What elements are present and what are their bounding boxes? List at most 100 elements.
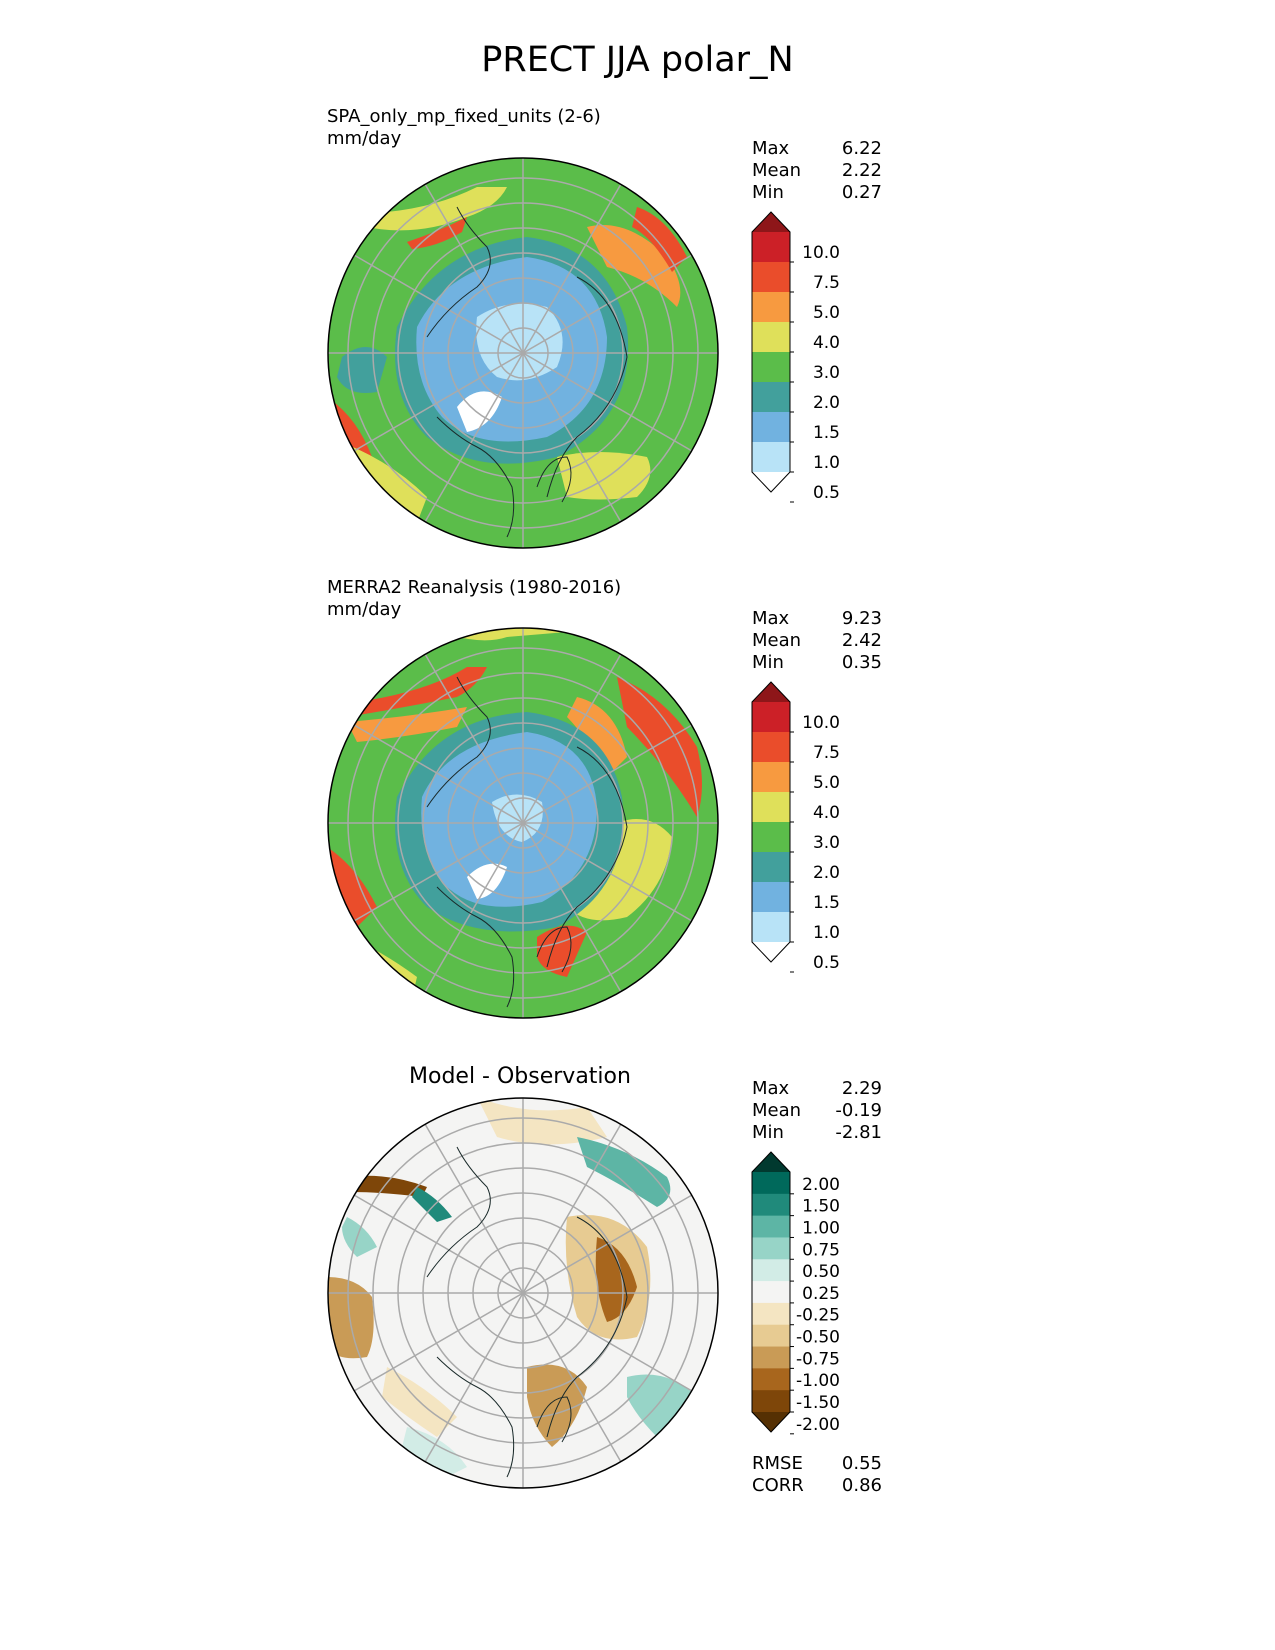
colorbar-tick-label: 1.00 <box>802 1218 840 1238</box>
colorbar-tick-label: 0.75 <box>802 1240 840 1260</box>
colorbar-swatch <box>752 1368 790 1391</box>
diff-band <box>402 1427 467 1482</box>
panel-model-case: SPA_only_mp_fixed_units (2-6) <box>327 106 601 127</box>
map-border <box>327 157 719 549</box>
colorbar-tick-label: 1.0 <box>813 453 840 473</box>
colorbar-swatch <box>752 732 790 763</box>
colorbar-swatch <box>752 262 790 293</box>
colorbar-tick-label: 4.0 <box>813 803 840 823</box>
colorbar-cap-bottom <box>752 472 790 492</box>
stat-max: Max 6.22 <box>752 138 882 159</box>
colorbar-tick-label: 0.50 <box>802 1262 840 1282</box>
diff-band <box>412 1187 452 1222</box>
colorbar-tick-label: 0.5 <box>813 953 840 973</box>
colorbar-diff: 2.001.501.000.750.500.25-0.25-0.50-0.75-… <box>751 1151 840 1435</box>
colorbar-tick-label: 1.5 <box>813 893 840 913</box>
panel-obs-title: MERRA2 Reanalysis (1980-2016) mm/day <box>327 577 621 621</box>
stat-min: Min 0.27 <box>752 182 882 203</box>
colorbar-swatch <box>752 1237 790 1260</box>
panel-model-stats: Max 6.22 Mean 2.22 Min 0.27 <box>752 138 882 204</box>
colorbar-swatch <box>752 822 790 853</box>
panel-diff-title: Model - Observation <box>409 1064 631 1089</box>
colorbar-tick-label: -1.00 <box>796 1371 840 1391</box>
colorbar-tick-label: -0.25 <box>796 1306 840 1326</box>
precip-band <box>367 187 507 231</box>
colorbar-swatch <box>752 1302 790 1326</box>
figure-title: PRECT JJA polar_N <box>481 40 794 80</box>
colorbar-swatch <box>752 352 790 383</box>
colorbar-tick-label: 0.5 <box>813 483 840 503</box>
colorbar-swatch <box>752 1390 790 1413</box>
stat-mean: Mean 2.22 <box>752 160 882 181</box>
precip-band <box>347 707 467 742</box>
polar-map-diff <box>327 1097 719 1489</box>
precip-max-band <box>537 925 587 977</box>
colorbar-swatch <box>752 852 790 883</box>
map-border <box>327 1097 719 1489</box>
precip-max-band <box>632 207 687 272</box>
precip-max-band <box>347 667 487 717</box>
colorbar-cap-bottom <box>752 1412 790 1432</box>
colorbar-tick-label: 10.0 <box>802 713 840 733</box>
precip-band <box>567 697 627 777</box>
colorbar-tick-label: 1.0 <box>813 923 840 943</box>
colorbar-swatch <box>752 1281 790 1304</box>
colorbar-swatch <box>752 1215 790 1238</box>
colorbar-tick-label: 0.25 <box>802 1284 840 1304</box>
colorbar-swatch <box>752 1259 790 1282</box>
diff-band <box>527 1364 587 1447</box>
stat-max: Max 2.29 <box>752 1078 882 1099</box>
lat-lon-grid <box>328 158 718 548</box>
coastlines <box>426 676 628 1008</box>
diff-band <box>342 1217 377 1257</box>
colorbar-cap-top <box>752 1152 790 1172</box>
colorbar-cap-top <box>752 212 790 232</box>
polar-map-model <box>327 157 719 549</box>
colorbar-swatch <box>752 442 790 473</box>
stat-min: Min 0.35 <box>752 652 882 673</box>
colorbar-swatch <box>752 232 790 263</box>
colorbar-tick-label: 5.0 <box>813 303 840 323</box>
diff-band <box>577 1137 671 1207</box>
colorbar-tick-label: 2.00 <box>802 1175 840 1195</box>
lat-lon-grid <box>328 1098 718 1488</box>
colorbar-tick-label: 3.0 <box>813 363 840 383</box>
colorbar-swatch <box>752 702 790 733</box>
colorbar-tick-label: 1.5 <box>813 423 840 443</box>
stat-mean: Mean -0.19 <box>752 1100 882 1121</box>
colorbar-swatch <box>752 1193 790 1217</box>
colorbar-tick-label: 7.5 <box>813 743 840 763</box>
colorbar-tick-label: 2.0 <box>813 863 840 883</box>
metric-corr: CORR 0.86 <box>752 1475 882 1496</box>
colorbar-model: 10.0 7.5 5.0 4.0 3.0 2.0 1.5 1.0 0.5 <box>751 211 840 503</box>
colorbar-swatch <box>752 882 790 913</box>
panel-diff-stats: Max 2.29 Mean -0.19 Min -2.81 <box>752 1078 882 1144</box>
colorbar-tick-label: 10.0 <box>802 243 840 263</box>
stat-max: Max 9.23 <box>752 608 882 629</box>
colorbar-swatch <box>752 1172 790 1195</box>
colorbar-swatch <box>752 292 790 323</box>
coastlines <box>426 1146 628 1478</box>
colorbar-tick-label: 3.0 <box>813 833 840 853</box>
colorbar-tick-label: 1.50 <box>802 1197 840 1217</box>
stat-min: Min -2.81 <box>752 1122 882 1143</box>
colorbar-swatch <box>752 762 790 793</box>
panel-obs-units: mm/day <box>327 599 402 620</box>
colorbar-tick-label: 5.0 <box>813 773 840 793</box>
colorbar-tick-label: -1.50 <box>796 1393 840 1413</box>
colorbar-swatch <box>752 322 790 353</box>
precip-min-area <box>457 391 502 432</box>
panel-diff-metrics: RMSE 0.55 CORR 0.86 <box>752 1453 882 1497</box>
colorbar-tick-label: 2.0 <box>813 393 840 413</box>
colorbar-tick-label: -0.50 <box>796 1328 840 1348</box>
colorbar-swatch <box>752 412 790 443</box>
stat-mean: Mean 2.42 <box>752 630 882 651</box>
colorbar-tick-label: 4.0 <box>813 333 840 353</box>
precip-max-band <box>407 217 467 249</box>
panel-model-units: mm/day <box>327 128 402 149</box>
colorbar-swatch <box>752 382 790 413</box>
colorbar-cap-bottom <box>752 942 790 962</box>
precip-min-area <box>467 863 507 899</box>
colorbar-swatch <box>752 912 790 943</box>
map-border <box>327 627 719 1019</box>
